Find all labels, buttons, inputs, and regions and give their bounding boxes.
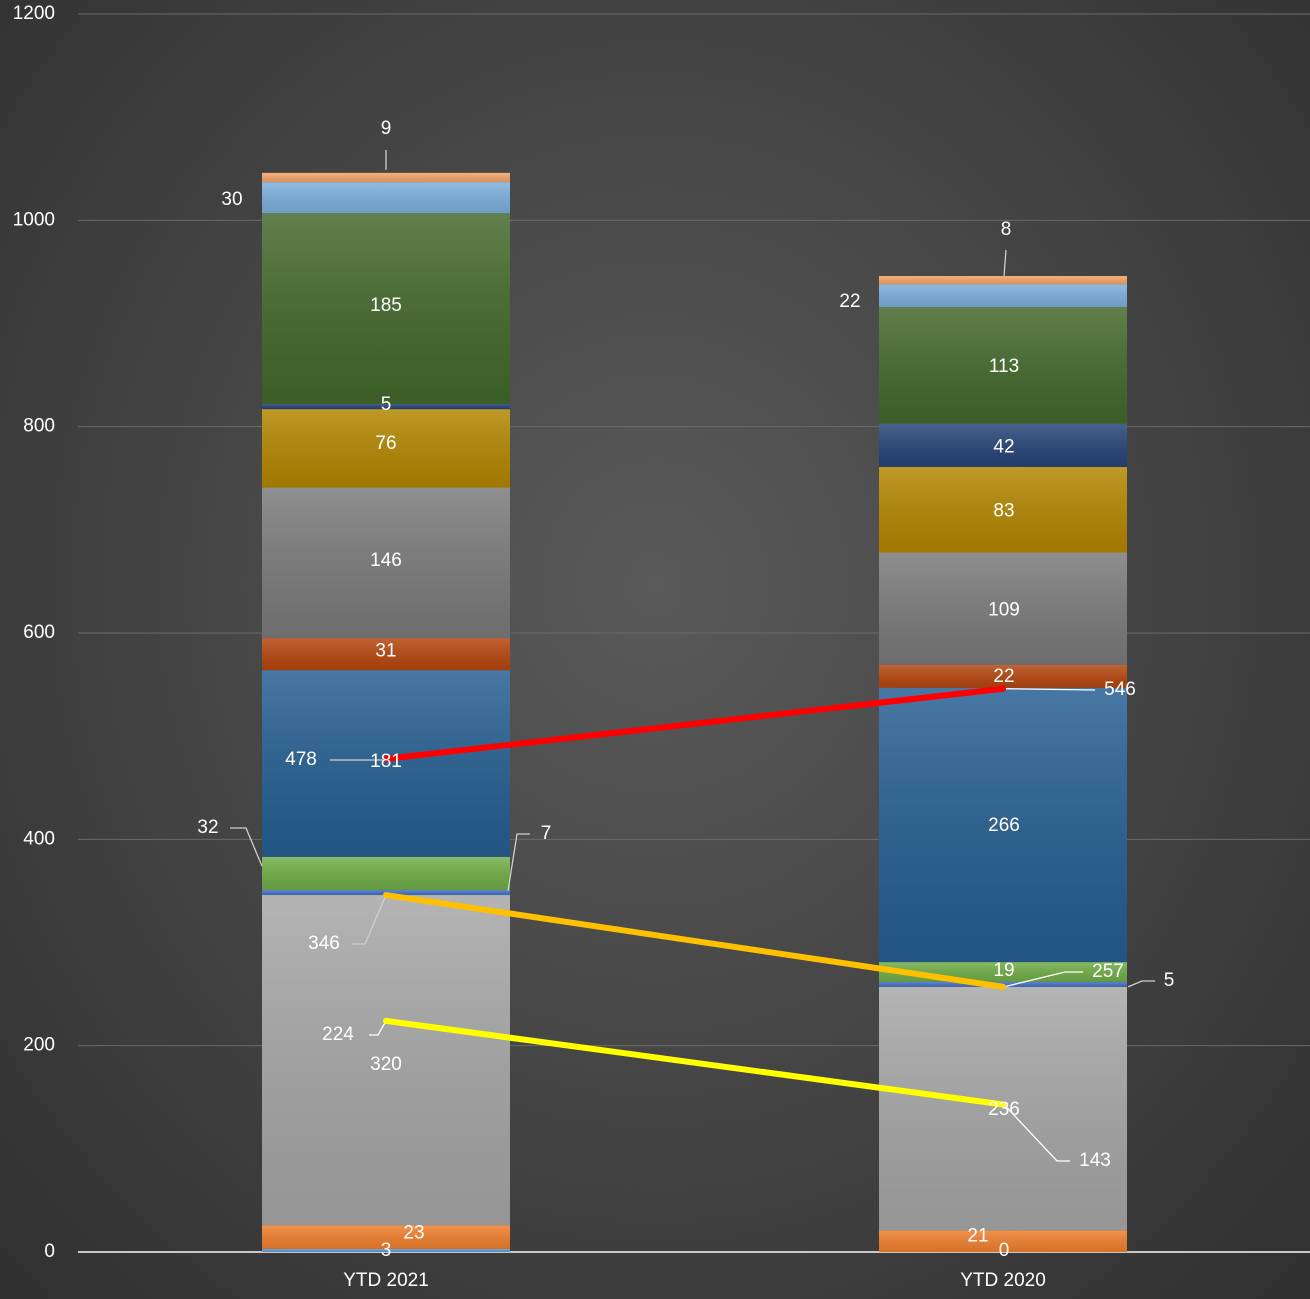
trend-line xyxy=(383,892,1006,990)
data-label: 8 xyxy=(1001,219,1012,240)
leader-line-5 xyxy=(1127,980,1155,988)
data-label: 5 xyxy=(381,394,392,415)
y-tick-label: 0 xyxy=(44,1241,55,1262)
bar-segment-shade xyxy=(262,487,510,639)
data-label: 113 xyxy=(989,356,1019,377)
trend-label: 224 xyxy=(322,1024,354,1045)
bar-segment-shade xyxy=(879,552,1127,665)
bar-segment-shade xyxy=(879,986,1127,1231)
data-label: 83 xyxy=(993,500,1014,521)
bar-segment-shade xyxy=(879,276,1127,285)
data-label: 109 xyxy=(988,599,1020,620)
data-label: 23 xyxy=(403,1222,424,1243)
bar-segment-shade xyxy=(262,638,510,671)
x-tick-label: YTD 2020 xyxy=(960,1270,1046,1291)
bar-segment-shade xyxy=(879,687,1127,963)
y-tick-label: 200 xyxy=(23,1035,55,1056)
leader-line-346 xyxy=(352,894,387,945)
data-label: 3 xyxy=(381,1240,392,1261)
trend-label: 257 xyxy=(1092,961,1124,982)
data-label: 236 xyxy=(988,1099,1020,1120)
data-label: 185 xyxy=(370,295,402,316)
data-label: 31 xyxy=(375,641,396,662)
data-label: 181 xyxy=(370,751,402,772)
y-tick-label: 1200 xyxy=(13,3,55,24)
data-label: 22 xyxy=(839,291,860,312)
data-label: 7 xyxy=(541,823,552,844)
trend-line xyxy=(383,1017,1006,1108)
leader-line-224 xyxy=(369,1020,387,1036)
trend-label: 478 xyxy=(285,749,317,770)
bar-segment-shade xyxy=(879,466,1127,553)
bar-segment-shade xyxy=(879,306,1127,424)
leader-line-546 xyxy=(1003,688,1096,691)
data-label: 22 xyxy=(993,666,1014,687)
data-label: 30 xyxy=(221,189,242,210)
data-label: 0 xyxy=(999,1240,1010,1261)
bar-segment-shade xyxy=(262,213,510,404)
y-tick-label: 800 xyxy=(23,416,55,437)
data-label: 76 xyxy=(375,433,396,454)
data-label: 32 xyxy=(197,817,218,838)
bar-segment-shade xyxy=(262,1225,510,1249)
data-label: 320 xyxy=(370,1054,402,1075)
leader-line-257 xyxy=(1003,971,1083,988)
data-label: 146 xyxy=(370,550,402,571)
bar-segment-shade xyxy=(262,182,510,214)
bar-segment-shade xyxy=(879,284,1127,307)
bar-segment-shade xyxy=(879,1230,1127,1252)
bar-segment-shade xyxy=(262,403,510,410)
bar-segment-shade xyxy=(262,172,510,183)
bar-segment-shade xyxy=(262,1248,510,1252)
bar-segment-shade xyxy=(262,670,510,857)
data-label: 5 xyxy=(1164,970,1175,991)
data-label: 19 xyxy=(993,960,1014,981)
trend-line xyxy=(383,685,1006,762)
y-tick-label: 1000 xyxy=(13,209,55,230)
data-label: 21 xyxy=(967,1225,988,1246)
bar-segment-shade xyxy=(262,895,510,1226)
trend-label: 546 xyxy=(1104,679,1136,700)
y-tick-label: 400 xyxy=(23,828,55,849)
bar-segment-shade xyxy=(262,856,510,890)
data-labels: 3 23 320 32 181 31 146 76 5 185 30 9 0 21 236 5 19 266 22 1… xyxy=(197,118,1174,1261)
data-label: 9 xyxy=(381,118,392,139)
y-tick-label: 600 xyxy=(23,622,55,643)
leader-line-top-2020 xyxy=(1003,249,1007,277)
trend-lines xyxy=(383,685,1006,1108)
data-label: 266 xyxy=(988,815,1020,836)
bar-segment-shade xyxy=(262,409,510,488)
leader-line-143 xyxy=(1003,1104,1070,1162)
trend-label: 346 xyxy=(308,933,340,954)
leader-lines xyxy=(230,150,1155,1162)
x-tick-label: YTD 2021 xyxy=(343,1270,429,1291)
leader-line-32 xyxy=(230,827,263,867)
bar-segment-shade xyxy=(879,664,1127,688)
data-label: 42 xyxy=(993,436,1014,457)
trend-label: 143 xyxy=(1079,1150,1111,1171)
leader-line-7 xyxy=(507,833,530,892)
bar-segment-shade xyxy=(879,423,1127,467)
bars xyxy=(262,172,1127,1252)
